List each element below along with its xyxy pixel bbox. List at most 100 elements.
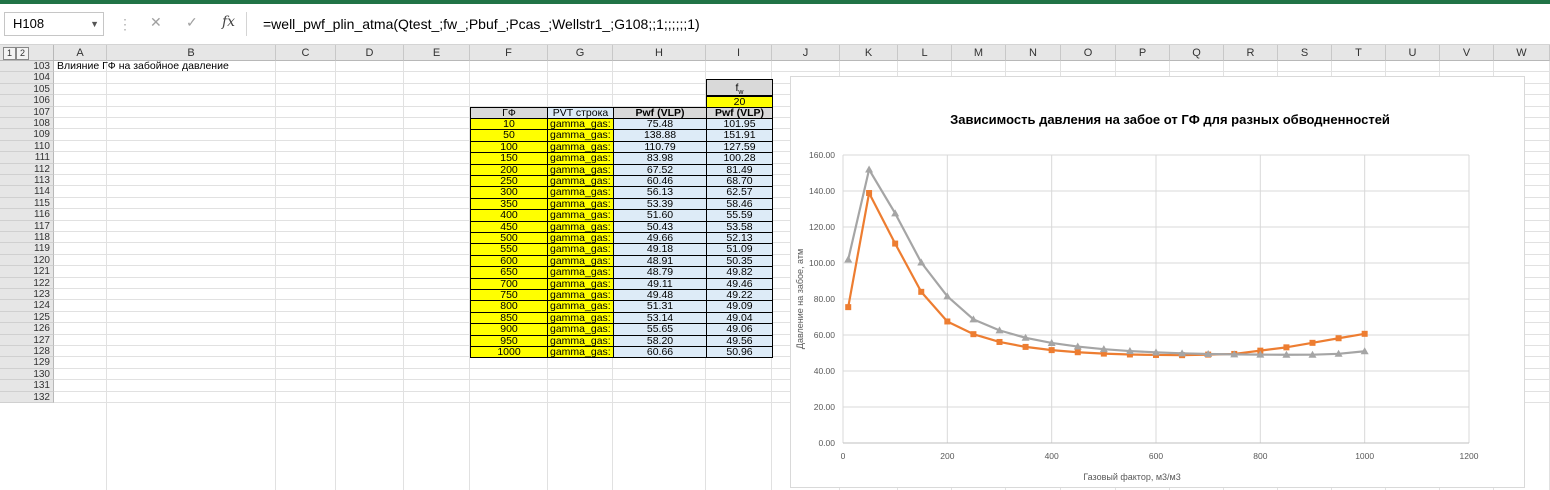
- series-1-point: [1361, 330, 1368, 337]
- series-2-line: [847, 168, 1365, 356]
- row-header[interactable]: 103: [0, 61, 54, 73]
- column-header[interactable]: R: [1224, 45, 1278, 61]
- column-header[interactable]: W: [1494, 45, 1550, 61]
- column-header[interactable]: C: [276, 45, 336, 61]
- formula-input[interactable]: =well_pwf_plin_atma(Qtest_;fw_;Pbuf_;Pca…: [246, 12, 1546, 36]
- name-box[interactable]: H108 ▼: [4, 12, 104, 36]
- name-box-value: H108: [13, 16, 45, 31]
- table-cell-gf[interactable]: 1000: [470, 346, 548, 359]
- row-header[interactable]: 127: [0, 334, 54, 346]
- chevron-down-icon[interactable]: ▼: [90, 19, 99, 29]
- series-1-line: [847, 191, 1365, 357]
- row-header[interactable]: 106: [0, 95, 54, 107]
- grid-line: [335, 61, 336, 490]
- insert-function-icon[interactable]: fx: [222, 14, 236, 30]
- row-header[interactable]: 109: [0, 129, 54, 141]
- outline-level-1-button[interactable]: 1: [3, 47, 16, 60]
- chart[interactable]: Зависимость давления на забое от ГФ для …: [790, 76, 1525, 488]
- table-cell-pwf-1[interactable]: 60.66: [613, 346, 707, 359]
- column-header[interactable]: L: [898, 45, 952, 61]
- row-header[interactable]: 116: [0, 209, 54, 221]
- row-header[interactable]: 115: [0, 197, 54, 210]
- series-2-point: [1256, 350, 1265, 358]
- series-1-point: [1048, 347, 1055, 354]
- column-header[interactable]: U: [1386, 45, 1440, 61]
- row-header[interactable]: 126: [0, 323, 54, 335]
- grid-line: [469, 61, 470, 490]
- row-header[interactable]: 125: [0, 311, 54, 324]
- series-1-point: [866, 190, 873, 197]
- title-cell[interactable]: Влияние ГФ на забойное давление: [57, 61, 229, 72]
- series-2-point: [865, 165, 874, 173]
- row-header[interactable]: 130: [0, 368, 54, 381]
- row-header[interactable]: 105: [0, 83, 54, 96]
- x-tick-label: 0: [841, 451, 846, 461]
- column-header[interactable]: F: [470, 45, 548, 61]
- row-header[interactable]: 118: [0, 232, 54, 244]
- grid-line: [275, 61, 276, 490]
- row-header[interactable]: 111: [0, 152, 54, 164]
- row-header[interactable]: 128: [0, 346, 54, 358]
- y-tick-label: 100.00: [809, 258, 835, 268]
- series-2-point: [1334, 349, 1343, 357]
- column-header[interactable]: B: [107, 45, 276, 61]
- series-2-point: [1152, 348, 1160, 356]
- column-header[interactable]: V: [1440, 45, 1494, 61]
- table-cell-pwf-2[interactable]: 49.04: [706, 311, 773, 325]
- grid-line: [106, 61, 107, 490]
- column-header[interactable]: Q: [1170, 45, 1224, 61]
- y-tick-label: 120.00: [809, 222, 835, 232]
- row-header[interactable]: 113: [0, 175, 54, 187]
- enter-icon[interactable]: ✓: [186, 14, 198, 30]
- column-header[interactable]: I: [706, 45, 772, 61]
- row-header[interactable]: 132: [0, 391, 54, 403]
- table-cell-pvt[interactable]: gamma_gas:: [547, 346, 614, 359]
- column-header[interactable]: M: [952, 45, 1006, 61]
- row-header[interactable]: 122: [0, 277, 54, 289]
- series-2-point: [1360, 347, 1369, 355]
- row-header[interactable]: 110: [0, 140, 54, 153]
- row-header[interactable]: 120: [0, 254, 54, 267]
- row-header[interactable]: 123: [0, 289, 54, 301]
- column-header[interactable]: O: [1061, 45, 1116, 61]
- x-tick-label: 600: [1149, 451, 1163, 461]
- fw-label-cell[interactable]: fw: [706, 79, 773, 97]
- column-header[interactable]: K: [840, 45, 898, 61]
- row-header[interactable]: 121: [0, 266, 54, 278]
- outline-level-2-button[interactable]: 2: [16, 47, 29, 60]
- row-header[interactable]: 107: [0, 106, 54, 118]
- column-header[interactable]: D: [336, 45, 404, 61]
- select-all-corner[interactable]: 1 2: [0, 45, 54, 61]
- series-1-point: [1283, 344, 1290, 351]
- table-cell-pwf-2[interactable]: 50.96: [706, 346, 773, 359]
- cancel-icon[interactable]: ✕: [150, 14, 162, 30]
- x-tick-label: 1200: [1460, 451, 1479, 461]
- series-1-point: [845, 304, 852, 311]
- row-header[interactable]: 112: [0, 163, 54, 175]
- column-header[interactable]: J: [772, 45, 840, 61]
- column-header[interactable]: G: [548, 45, 613, 61]
- column-header[interactable]: T: [1332, 45, 1386, 61]
- column-header[interactable]: P: [1116, 45, 1170, 61]
- column-header[interactable]: N: [1006, 45, 1061, 61]
- series-2-point: [1021, 333, 1030, 341]
- row-header[interactable]: 108: [0, 118, 54, 130]
- column-header[interactable]: E: [404, 45, 470, 61]
- row-header[interactable]: 131: [0, 380, 54, 392]
- column-header[interactable]: A: [54, 45, 107, 61]
- row-header[interactable]: 117: [0, 220, 54, 232]
- grid-line: [54, 71, 1550, 73]
- row-header[interactable]: 104: [0, 72, 54, 84]
- column-header[interactable]: S: [1278, 45, 1332, 61]
- x-tick-label: 400: [1045, 451, 1059, 461]
- y-tick-label: 80.00: [814, 294, 836, 304]
- series-1-point: [1309, 339, 1316, 346]
- column-header[interactable]: H: [613, 45, 706, 61]
- row-header[interactable]: 114: [0, 186, 54, 198]
- series-2-point: [969, 315, 978, 323]
- series-2-point: [1178, 349, 1187, 357]
- row-header[interactable]: 124: [0, 300, 54, 312]
- row-header[interactable]: 119: [0, 243, 54, 255]
- row-header[interactable]: 129: [0, 357, 54, 369]
- y-tick-label: 20.00: [814, 402, 836, 412]
